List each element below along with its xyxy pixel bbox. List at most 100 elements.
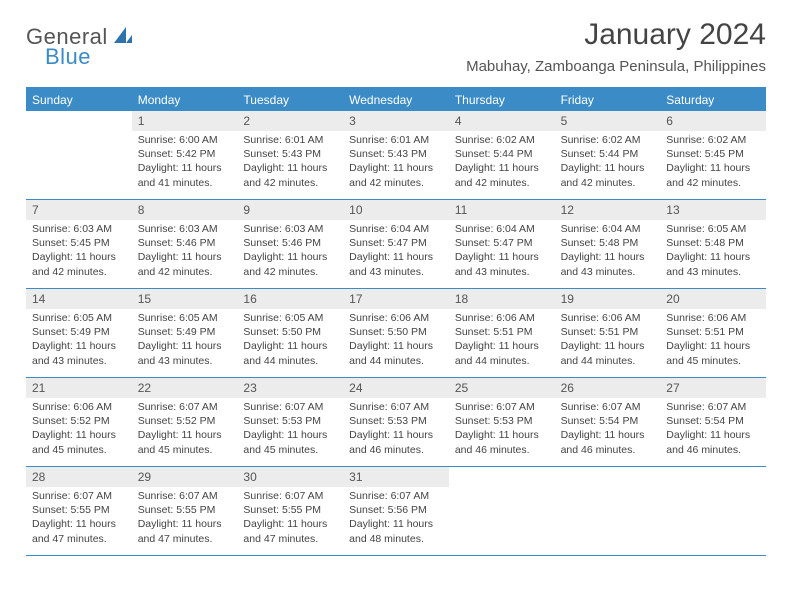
- sunset-text: Sunset: 5:54 PM: [561, 414, 655, 428]
- sunset-text: Sunset: 5:51 PM: [666, 325, 760, 339]
- day-cell: 4Sunrise: 6:02 AMSunset: 5:44 PMDaylight…: [449, 111, 555, 199]
- sunrise-text: Sunrise: 6:07 AM: [349, 400, 443, 414]
- day-header: Tuesday: [237, 89, 343, 111]
- sunrise-text: Sunrise: 6:03 AM: [138, 222, 232, 236]
- day-header: Saturday: [660, 89, 766, 111]
- day-number: 11: [449, 200, 555, 220]
- day-cell: 8Sunrise: 6:03 AMSunset: 5:46 PMDaylight…: [132, 200, 238, 288]
- daylight-text: Daylight: 11 hours and 46 minutes.: [349, 428, 443, 456]
- day-cell: 16Sunrise: 6:05 AMSunset: 5:50 PMDayligh…: [237, 289, 343, 377]
- daylight-text: Daylight: 11 hours and 43 minutes.: [561, 250, 655, 278]
- logo: General Blue: [26, 18, 134, 50]
- day-body: Sunrise: 6:07 AMSunset: 5:55 PMDaylight:…: [26, 487, 132, 550]
- day-number: 20: [660, 289, 766, 309]
- day-body: Sunrise: 6:07 AMSunset: 5:53 PMDaylight:…: [237, 398, 343, 461]
- sunset-text: Sunset: 5:55 PM: [32, 503, 126, 517]
- day-header: Thursday: [449, 89, 555, 111]
- day-cell: 25Sunrise: 6:07 AMSunset: 5:53 PMDayligh…: [449, 378, 555, 466]
- daylight-text: Daylight: 11 hours and 41 minutes.: [138, 161, 232, 189]
- day-body: Sunrise: 6:04 AMSunset: 5:48 PMDaylight:…: [555, 220, 661, 283]
- day-cell: 1Sunrise: 6:00 AMSunset: 5:42 PMDaylight…: [132, 111, 238, 199]
- day-header-row: SundayMondayTuesdayWednesdayThursdayFrid…: [26, 89, 766, 111]
- day-number: 23: [237, 378, 343, 398]
- day-number: 30: [237, 467, 343, 487]
- day-cell: 13 Sunrise: 6:05 AMSunset: 5:48 PMDayligh…: [660, 200, 766, 288]
- sunrise-text: Sunrise: 6:06 AM: [666, 311, 760, 325]
- day-cell: [555, 467, 661, 555]
- daylight-text: Daylight: 11 hours and 45 minutes.: [32, 428, 126, 456]
- sunset-text: Sunset: 5:52 PM: [138, 414, 232, 428]
- daylight-text: Daylight: 11 hours and 42 minutes.: [243, 161, 337, 189]
- sunrise-text: Sunrise: 6:05 AM: [243, 311, 337, 325]
- daylight-text: Daylight: 11 hours and 47 minutes.: [243, 517, 337, 545]
- sunrise-text: Sunrise: 6:00 AM: [138, 133, 232, 147]
- day-cell: [26, 111, 132, 199]
- sunrise-text: Sunrise: 6:01 AM: [243, 133, 337, 147]
- sunrise-text: Sunrise: 6:06 AM: [561, 311, 655, 325]
- day-number: 21: [26, 378, 132, 398]
- day-cell: 24Sunrise: 6:07 AMSunset: 5:53 PMDayligh…: [343, 378, 449, 466]
- day-body: Sunrise: 6:06 AMSunset: 5:52 PMDaylight:…: [26, 398, 132, 461]
- day-cell: [660, 467, 766, 555]
- day-cell: 18Sunrise: 6:06 AMSunset: 5:51 PMDayligh…: [449, 289, 555, 377]
- sunrise-text: Sunrise: 6:05 AM: [138, 311, 232, 325]
- month-title: January 2024: [466, 18, 766, 52]
- sunset-text: Sunset: 5:48 PM: [666, 236, 760, 250]
- day-body: Sunrise: 6:04 AMSunset: 5:47 PMDaylight:…: [343, 220, 449, 283]
- sunrise-text: Sunrise: 6:05 AM: [32, 311, 126, 325]
- day-cell: 20 Sunrise: 6:06 AMSunset: 5:51 PMDayligh…: [660, 289, 766, 377]
- sunset-text: Sunset: 5:43 PM: [349, 147, 443, 161]
- daylight-text: Daylight: 11 hours and 43 minutes.: [32, 339, 126, 367]
- sunset-text: Sunset: 5:53 PM: [349, 414, 443, 428]
- day-cell: 29Sunrise: 6:07 AMSunset: 5:55 PMDayligh…: [132, 467, 238, 555]
- daylight-text: Daylight: 11 hours and 43 minutes.: [666, 250, 760, 278]
- day-body: Sunrise: 6:01 AMSunset: 5:43 PMDaylight:…: [237, 131, 343, 194]
- day-cell: 30Sunrise: 6:07 AMSunset: 5:55 PMDayligh…: [237, 467, 343, 555]
- day-cell: 22Sunrise: 6:07 AMSunset: 5:52 PMDayligh…: [132, 378, 238, 466]
- day-cell: 5Sunrise: 6:02 AMSunset: 5:44 PMDaylight…: [555, 111, 661, 199]
- day-cell: 15Sunrise: 6:05 AMSunset: 5:49 PMDayligh…: [132, 289, 238, 377]
- daylight-text: Daylight: 11 hours and 42 minutes.: [32, 250, 126, 278]
- sunset-text: Sunset: 5:43 PM: [243, 147, 337, 161]
- day-cell: 10Sunrise: 6:04 AMSunset: 5:47 PMDayligh…: [343, 200, 449, 288]
- sunrise-text: Sunrise: 6:04 AM: [561, 222, 655, 236]
- day-number: 3: [343, 111, 449, 131]
- sunset-text: Sunset: 5:49 PM: [32, 325, 126, 339]
- day-cell: 19Sunrise: 6:06 AMSunset: 5:51 PMDayligh…: [555, 289, 661, 377]
- sunrise-text: Sunrise: 6:03 AM: [243, 222, 337, 236]
- sunrise-text: Sunrise: 6:07 AM: [349, 489, 443, 503]
- sunset-text: Sunset: 5:51 PM: [455, 325, 549, 339]
- day-body: Sunrise: 6:05 AMSunset: 5:50 PMDaylight:…: [237, 309, 343, 372]
- sunset-text: Sunset: 5:51 PM: [561, 325, 655, 339]
- daylight-text: Daylight: 11 hours and 45 minutes.: [666, 339, 760, 367]
- day-number: 27: [660, 378, 766, 398]
- day-number: 18: [449, 289, 555, 309]
- sunset-text: Sunset: 5:44 PM: [561, 147, 655, 161]
- day-number: 16: [237, 289, 343, 309]
- daylight-text: Daylight: 11 hours and 44 minutes.: [243, 339, 337, 367]
- day-cell: 14Sunrise: 6:05 AMSunset: 5:49 PMDayligh…: [26, 289, 132, 377]
- week-row: 7Sunrise: 6:03 AMSunset: 5:45 PMDaylight…: [26, 200, 766, 289]
- daylight-text: Daylight: 11 hours and 42 minutes.: [349, 161, 443, 189]
- sunrise-text: Sunrise: 6:07 AM: [32, 489, 126, 503]
- sunset-text: Sunset: 5:55 PM: [138, 503, 232, 517]
- day-number: 26: [555, 378, 661, 398]
- sunrise-text: Sunrise: 6:06 AM: [455, 311, 549, 325]
- sunset-text: Sunset: 5:45 PM: [32, 236, 126, 250]
- day-body: Sunrise: 6:03 AMSunset: 5:46 PMDaylight:…: [237, 220, 343, 283]
- daylight-text: Daylight: 11 hours and 46 minutes.: [666, 428, 760, 456]
- sunrise-text: Sunrise: 6:05 AM: [666, 222, 760, 236]
- day-cell: 2Sunrise: 6:01 AMSunset: 5:43 PMDaylight…: [237, 111, 343, 199]
- sunrise-text: Sunrise: 6:04 AM: [349, 222, 443, 236]
- day-body: Sunrise: 6:04 AMSunset: 5:47 PMDaylight:…: [449, 220, 555, 283]
- day-number: [449, 467, 555, 487]
- sunrise-text: Sunrise: 6:06 AM: [32, 400, 126, 414]
- day-number: 31: [343, 467, 449, 487]
- day-body: Sunrise: 6:07 AMSunset: 5:53 PMDaylight:…: [343, 398, 449, 461]
- day-number: 13: [660, 200, 766, 220]
- sunrise-text: Sunrise: 6:07 AM: [138, 400, 232, 414]
- day-cell: 9Sunrise: 6:03 AMSunset: 5:46 PMDaylight…: [237, 200, 343, 288]
- sunrise-text: Sunrise: 6:01 AM: [349, 133, 443, 147]
- day-number: [660, 467, 766, 487]
- day-cell: 12Sunrise: 6:04 AMSunset: 5:48 PMDayligh…: [555, 200, 661, 288]
